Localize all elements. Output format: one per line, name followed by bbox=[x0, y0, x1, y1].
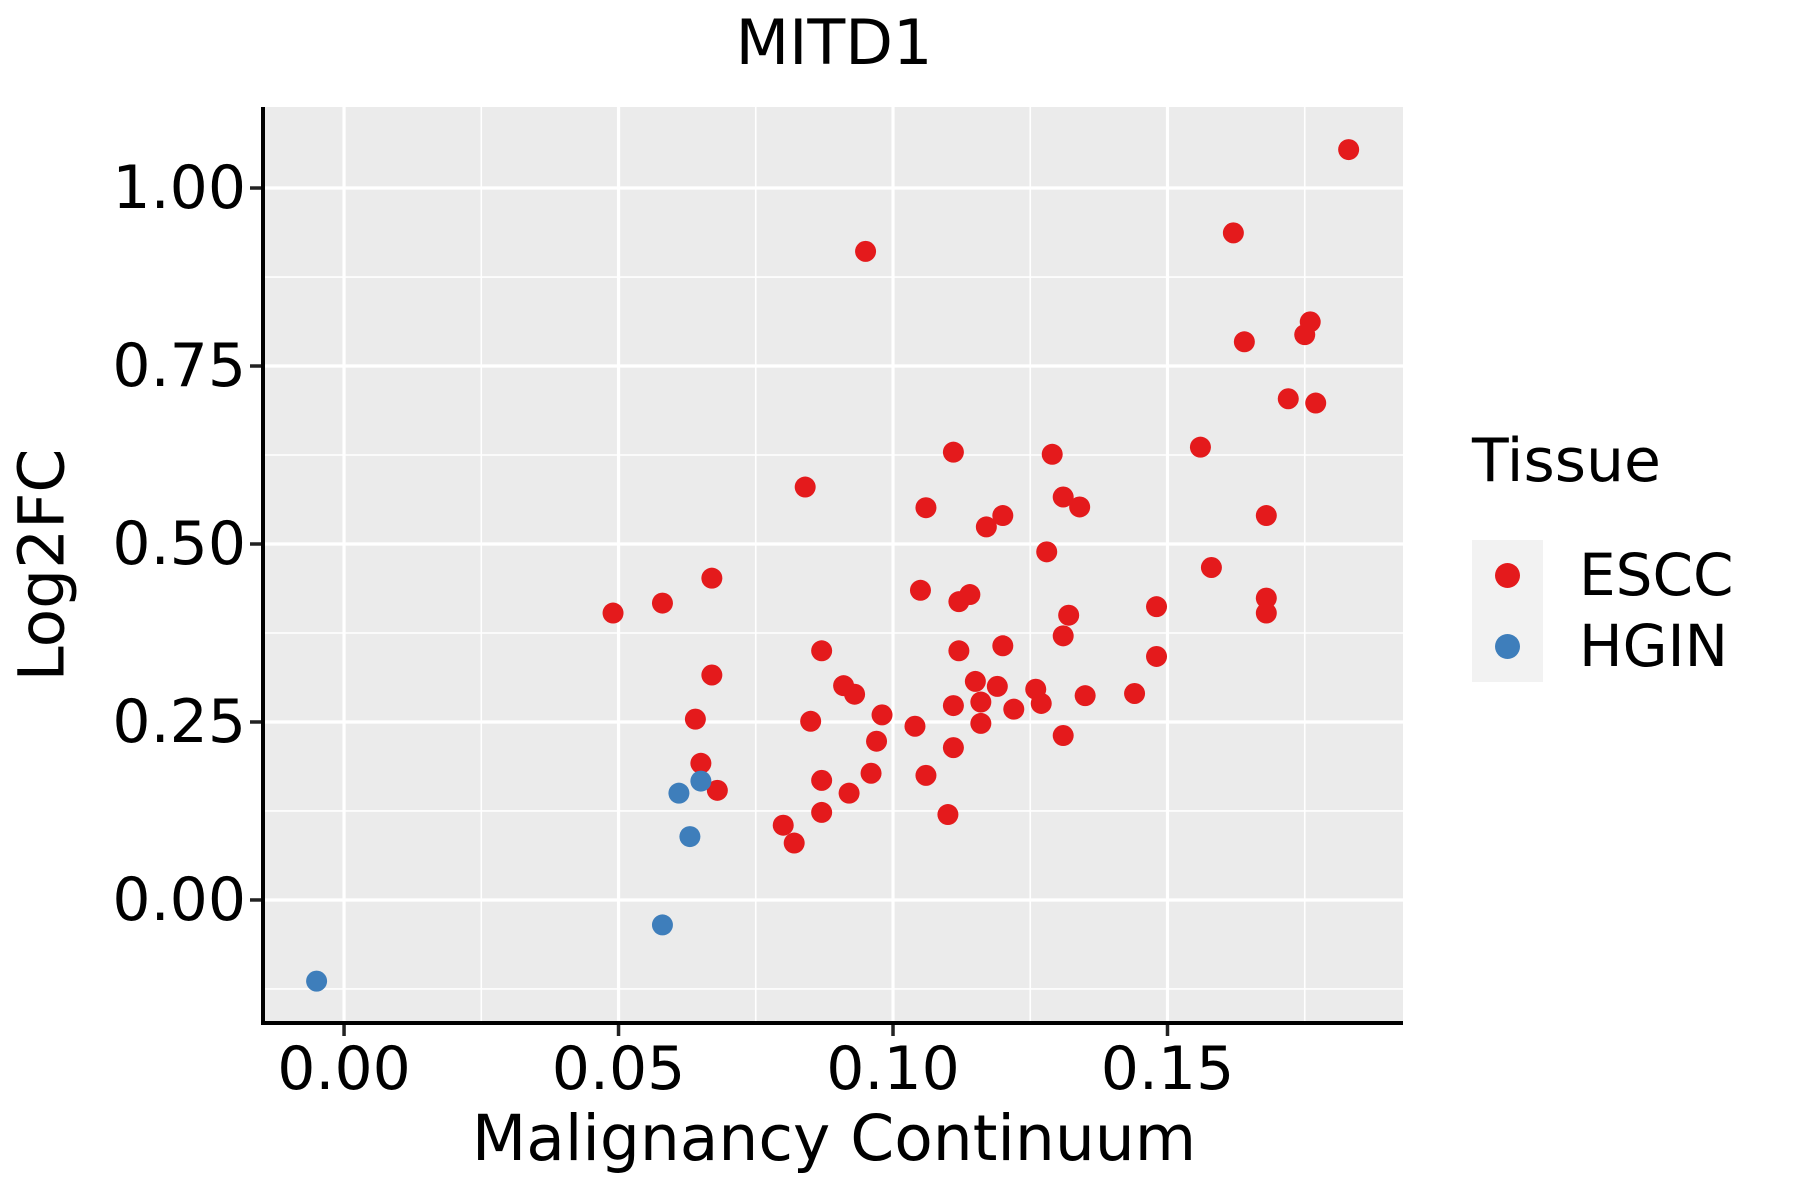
data-point-escc bbox=[684, 708, 706, 730]
x-tick-label: 0.05 bbox=[551, 1034, 686, 1104]
legend-label-hgin: HGIN bbox=[1579, 612, 1729, 680]
data-point-escc bbox=[794, 476, 816, 498]
data-point-escc bbox=[701, 567, 723, 589]
data-point-escc bbox=[1338, 139, 1360, 161]
y-tick-label: 0.25 bbox=[112, 686, 246, 757]
data-point-escc bbox=[690, 752, 712, 774]
hgin-point-icon bbox=[1495, 634, 1520, 659]
data-point-hgin bbox=[690, 770, 712, 792]
data-point-escc bbox=[1189, 436, 1211, 458]
data-point-escc bbox=[1277, 388, 1299, 410]
data-point-escc bbox=[1146, 596, 1168, 618]
data-point-escc bbox=[1036, 541, 1058, 563]
legend-key-escc bbox=[1472, 540, 1543, 611]
data-point-escc bbox=[942, 441, 964, 463]
plot-panel bbox=[265, 107, 1403, 1023]
data-point-escc bbox=[992, 505, 1014, 527]
data-point-escc bbox=[701, 664, 723, 686]
data-point-escc bbox=[871, 704, 893, 726]
data-point-escc bbox=[1052, 725, 1074, 747]
data-point-hgin bbox=[668, 782, 690, 804]
data-point-escc bbox=[975, 516, 997, 538]
data-point-escc bbox=[948, 640, 970, 662]
data-point-escc bbox=[811, 640, 833, 662]
legend-label-escc: ESCC bbox=[1579, 541, 1734, 609]
data-point-escc bbox=[1255, 505, 1277, 527]
data-point-escc bbox=[1255, 587, 1277, 609]
x-tick-label: 0.00 bbox=[277, 1034, 411, 1104]
legend-key-hgin bbox=[1472, 611, 1543, 682]
y-tick-label: 0.50 bbox=[112, 508, 246, 579]
data-point-escc bbox=[800, 710, 822, 732]
legend-item-escc: ESCC bbox=[1472, 540, 1733, 611]
data-point-escc bbox=[937, 804, 959, 826]
data-point-escc bbox=[1052, 486, 1074, 508]
data-point-escc bbox=[992, 635, 1014, 657]
data-point-escc bbox=[1255, 602, 1277, 624]
data-point-escc bbox=[1200, 556, 1222, 578]
data-point-escc bbox=[1003, 698, 1025, 720]
data-point-escc bbox=[838, 782, 860, 804]
data-point-escc bbox=[783, 832, 805, 854]
data-point-escc bbox=[1305, 392, 1327, 414]
y-tick-label: 0.75 bbox=[112, 331, 246, 401]
data-point-escc bbox=[1074, 685, 1096, 707]
data-point-escc bbox=[706, 779, 728, 801]
data-point-escc bbox=[1058, 604, 1080, 626]
data-point-escc bbox=[1069, 496, 1091, 518]
data-point-escc bbox=[602, 602, 624, 624]
data-point-escc bbox=[1041, 443, 1063, 465]
data-point-escc bbox=[855, 240, 877, 262]
data-point-escc bbox=[811, 801, 833, 823]
data-point-escc bbox=[1124, 683, 1146, 705]
legend-title: Tissue bbox=[1472, 426, 1661, 496]
data-point-escc bbox=[1222, 222, 1244, 244]
data-point-escc bbox=[844, 683, 866, 705]
data-point-escc bbox=[915, 497, 937, 519]
legend-item-hgin: HGIN bbox=[1472, 611, 1733, 682]
data-point-escc bbox=[942, 737, 964, 759]
data-point-escc bbox=[1052, 625, 1074, 647]
data-point-escc bbox=[959, 584, 981, 606]
data-point-escc bbox=[915, 764, 937, 786]
data-point-escc bbox=[964, 670, 986, 692]
data-point-escc bbox=[1146, 645, 1168, 667]
data-point-escc bbox=[651, 592, 673, 614]
data-point-escc bbox=[1233, 331, 1255, 353]
data-point-escc bbox=[909, 579, 931, 601]
data-point-escc bbox=[970, 691, 992, 713]
data-point-escc bbox=[866, 730, 888, 752]
data-point-escc bbox=[970, 712, 992, 734]
y-tick-label: 1.00 bbox=[112, 153, 246, 224]
legend: Tissue ESCC HGIN bbox=[1472, 426, 1733, 682]
y-tick-label: 0.00 bbox=[112, 864, 246, 935]
data-point-escc bbox=[942, 695, 964, 717]
escc-point-icon bbox=[1495, 563, 1520, 588]
data-point-escc bbox=[986, 675, 1008, 697]
data-point-escc bbox=[1030, 692, 1052, 714]
data-point-escc bbox=[1299, 311, 1321, 333]
data-point-escc bbox=[860, 762, 882, 784]
data-point-hgin bbox=[306, 970, 328, 992]
x-tick-label: 0.15 bbox=[1100, 1034, 1235, 1104]
x-axis-title: Malignancy Continuum bbox=[471, 1102, 1197, 1175]
data-point-escc bbox=[811, 769, 833, 791]
data-point-escc bbox=[904, 715, 926, 737]
x-tick-label: 0.10 bbox=[826, 1034, 960, 1104]
data-point-escc bbox=[772, 814, 794, 836]
chart-title: MITD1 bbox=[735, 6, 933, 79]
data-point-hgin bbox=[679, 826, 701, 848]
data-point-hgin bbox=[651, 914, 673, 936]
